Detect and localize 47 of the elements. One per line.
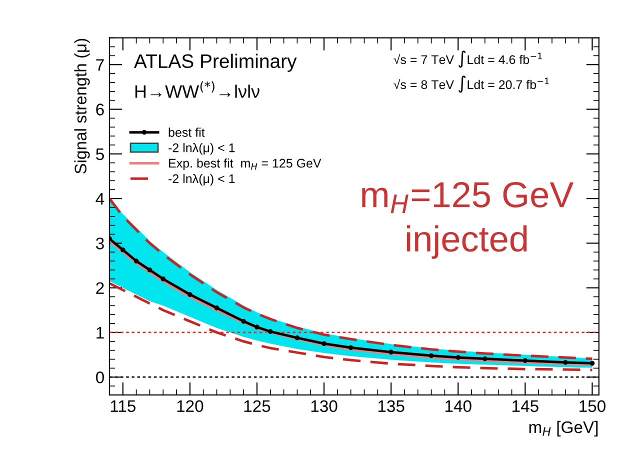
point bbox=[120, 247, 126, 252]
y-tick-label: 1 bbox=[96, 327, 104, 338]
annotation: ATLAS Preliminary bbox=[134, 54, 297, 72]
x-tick-label: 150 bbox=[580, 400, 606, 412]
line-series bbox=[109, 282, 594, 372]
y-tick-label: 5 bbox=[96, 148, 104, 160]
point bbox=[268, 329, 273, 334]
legend-label: -2 lnλ(μ) < 1 bbox=[168, 143, 235, 155]
point bbox=[147, 268, 152, 272]
x-tick-label: 145 bbox=[512, 400, 538, 412]
point bbox=[160, 276, 166, 282]
y-tick-label: 2 bbox=[96, 282, 104, 294]
annotation: √s = 7 TeV ∫Ldt = 4.6 fb$^{−1}$ bbox=[394, 50, 542, 68]
point bbox=[322, 341, 326, 346]
legend-label: Exp. best fit m$_{H}$ = 125 GeV bbox=[169, 158, 322, 170]
y-tick-label: 4 bbox=[96, 193, 104, 205]
point bbox=[482, 356, 488, 362]
point bbox=[214, 305, 220, 310]
legend-label: -2 lnλ(μ) < 1 bbox=[168, 174, 235, 186]
point bbox=[241, 318, 246, 324]
y-tick-label: 0 bbox=[96, 372, 104, 384]
x-tick-label: 120 bbox=[177, 400, 204, 412]
annotation: √s = 8 TeV ∫Ldt = 20.7 fb$^{−1}$ bbox=[394, 76, 549, 93]
point bbox=[456, 355, 461, 360]
x-tick-label: 130 bbox=[311, 400, 338, 412]
x-tick-label: 125 bbox=[244, 400, 270, 412]
y-axis-title: Signal strength (μ) bbox=[74, 38, 90, 174]
point bbox=[522, 358, 528, 364]
x-tick-label: 115 bbox=[110, 400, 136, 412]
point bbox=[294, 335, 300, 340]
point bbox=[188, 292, 192, 297]
legend-label: best fit bbox=[168, 128, 205, 137]
annotation: H→WW$^{(*)}$→lνlν bbox=[135, 81, 260, 98]
point bbox=[134, 258, 139, 264]
point bbox=[562, 360, 568, 365]
x-tick-label: 135 bbox=[378, 400, 404, 412]
y-tick-label: 6 bbox=[96, 104, 104, 116]
point bbox=[428, 353, 434, 358]
point bbox=[590, 360, 595, 366]
point bbox=[254, 324, 260, 330]
x-tick-label: 140 bbox=[445, 400, 472, 412]
point bbox=[388, 350, 394, 355]
point bbox=[348, 345, 354, 350]
annotation: m$_{H}$=125 GeV injected bbox=[362, 182, 574, 259]
x-axis-title: m$_{H}$ [GeV] bbox=[529, 420, 598, 436]
y-tick-label: 3 bbox=[96, 238, 104, 250]
y-tick-label: 7 bbox=[96, 59, 104, 71]
